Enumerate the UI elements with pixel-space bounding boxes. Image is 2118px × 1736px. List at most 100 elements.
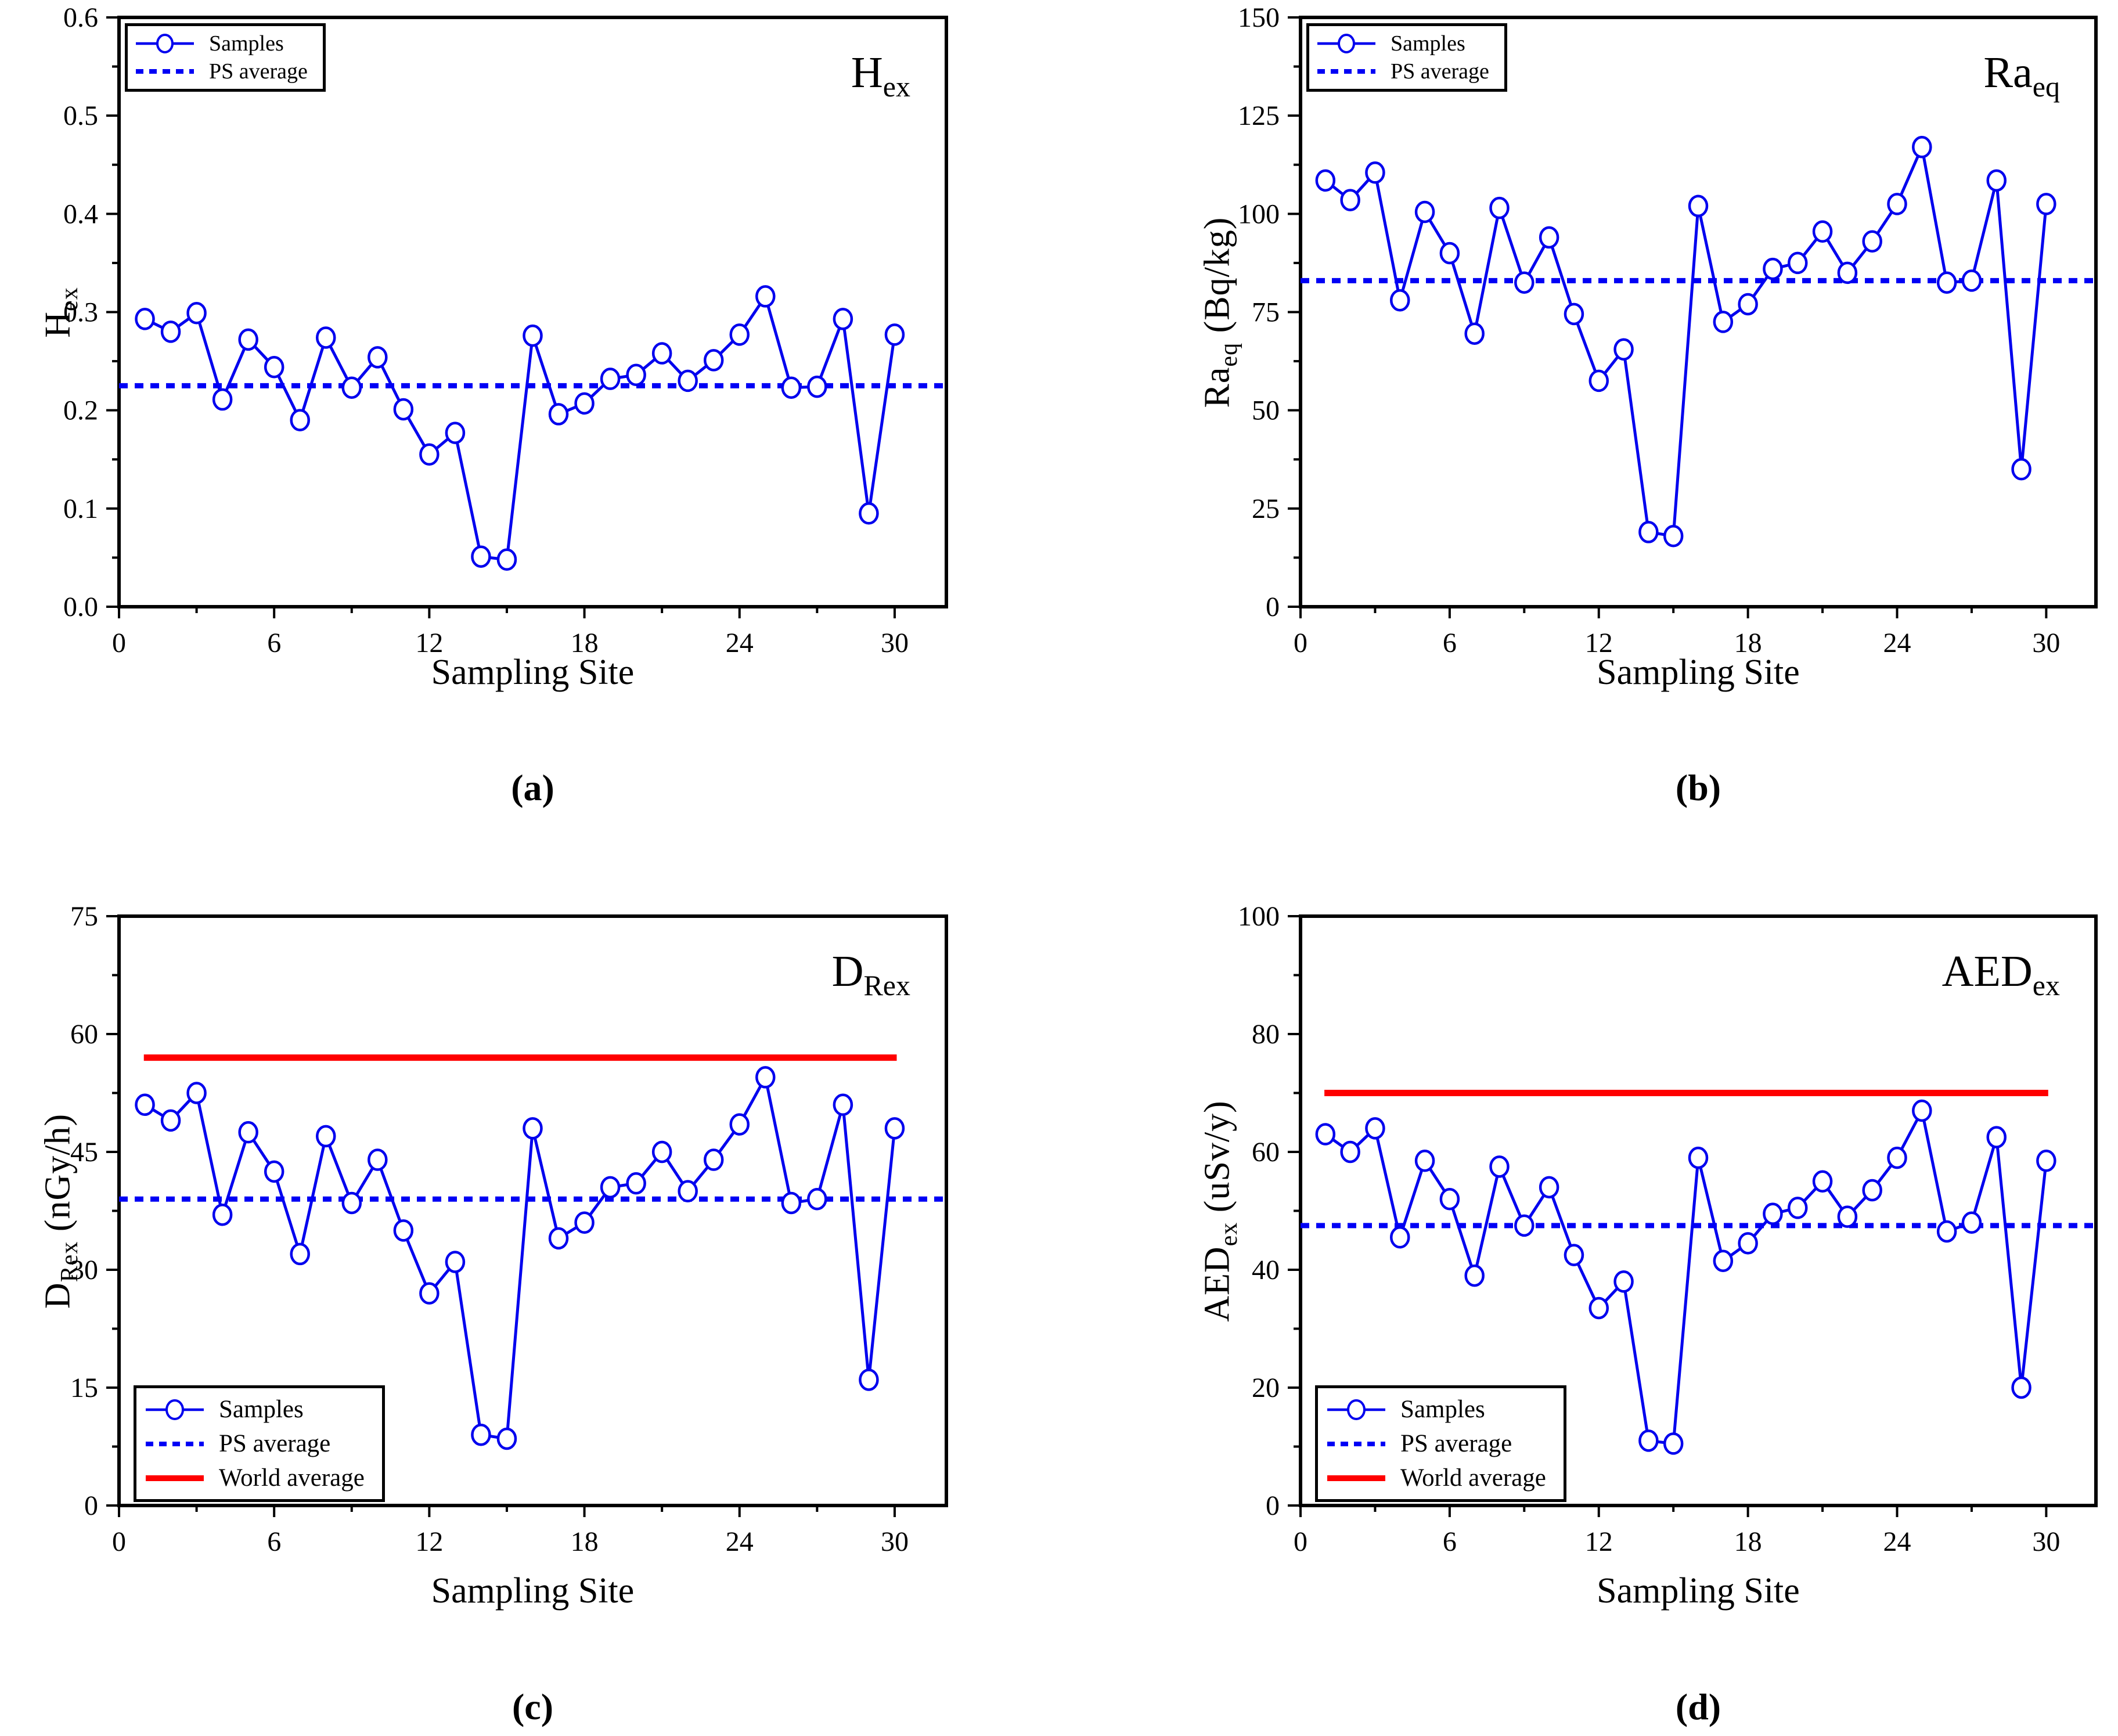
sample-marker — [1390, 289, 1410, 312]
legend-label-ps-average: PS average — [1391, 59, 1489, 84]
x-tick-label: 30 — [2032, 628, 2060, 658]
y-axis-title-sub: ex — [1215, 1222, 1242, 1247]
chart-c: 0 15 30 45 60 75 0 6 12 18 24 30 — [70, 901, 948, 1557]
panel-c: 0 15 30 45 60 75 0 6 12 18 24 30 DRex (nGy/h) DRex … — [0, 868, 1059, 1736]
panel-title: DRex — [831, 946, 910, 1000]
y-tick-label: 0.1 — [63, 494, 98, 524]
panel-caption: (b) — [1675, 767, 1721, 808]
y-tick-label: 20 — [1252, 1373, 1280, 1403]
panel-title-main: AED — [1941, 947, 2033, 996]
legend: Samples PS average World average — [1315, 1385, 1566, 1502]
y-tick-label: 80 — [1252, 1019, 1280, 1050]
y-tick-label: 25 — [1252, 494, 1280, 524]
sample-marker — [290, 409, 310, 431]
sample-marker — [651, 1140, 672, 1164]
sample-marker — [1588, 369, 1609, 392]
panel-caption: (a) — [511, 767, 554, 808]
sample-marker — [316, 1125, 336, 1148]
y-axis-title-main: AED — [1197, 1246, 1237, 1322]
dotted-line-icon — [136, 69, 194, 74]
sample-marker — [781, 1191, 802, 1215]
y-axis-title-sub: Rex — [56, 1241, 83, 1283]
y-axis-title-unit: (Bq/kg) — [1197, 217, 1237, 343]
sample-marker — [212, 1204, 233, 1226]
plot-frame — [1299, 16, 2098, 608]
legend-item-world-average: World average — [146, 1464, 365, 1492]
legend-label-samples: Samples — [219, 1396, 304, 1423]
x-tick-label: 18 — [1734, 628, 1762, 658]
sample-marker — [1613, 338, 1634, 361]
sample-marker — [1763, 257, 1783, 280]
dotted-line-icon — [146, 1441, 204, 1446]
x-tick-label: 12 — [415, 628, 443, 658]
x-tick-label: 12 — [415, 1526, 443, 1557]
sample-marker — [445, 1251, 466, 1273]
y-tick-label: 60 — [70, 1019, 98, 1050]
sample-marker — [238, 1121, 258, 1144]
sample-marker — [1688, 195, 1709, 218]
panel-title-sub: eq — [2032, 70, 2060, 103]
y-axis-title: Hex — [38, 287, 83, 337]
sample-marker — [264, 1160, 284, 1183]
x-tick-label: 24 — [1883, 1526, 1911, 1557]
sample-marker — [859, 1368, 879, 1391]
sample-marker — [160, 320, 181, 343]
x-axis-title: Sampling Site — [1597, 1571, 1800, 1611]
sample-marker — [419, 1282, 440, 1305]
sample-marker — [1986, 1126, 2007, 1148]
sample-marker — [600, 368, 621, 390]
sample-marker — [496, 548, 517, 571]
panel-b: 0 25 50 75 100 125 150 0 6 12 18 24 30 Raeq (Bq/kg) … — [1059, 0, 2118, 868]
panel-d: 0 20 40 60 80 100 0 6 12 18 24 30 AEDex (uSv/y) AED… — [1059, 868, 2118, 1736]
x-tick-label: 18 — [1734, 1526, 1762, 1557]
y-axis-title-main: Ra — [1197, 366, 1237, 408]
panel-caption: (d) — [1675, 1686, 1721, 1727]
legend-item-samples: Samples — [1327, 1395, 1546, 1424]
sample-marker — [1788, 251, 1808, 275]
sample-marker — [523, 324, 543, 347]
dotted-line-icon — [1327, 1441, 1385, 1446]
sample-marker — [884, 323, 905, 346]
samples-line — [1324, 142, 2048, 538]
x-tick-label: 18 — [571, 1526, 599, 1557]
sample-marker — [807, 1187, 827, 1211]
x-tick-label: 6 — [1443, 1526, 1457, 1557]
legend: Samples PS average — [125, 23, 326, 92]
sample-marker — [1315, 169, 1336, 192]
sample-marker — [1887, 193, 1907, 215]
sample-marker — [1763, 1202, 1783, 1225]
panel-title-main: H — [851, 48, 883, 97]
panel-title: Hex — [851, 48, 910, 101]
y-tick-label: 0 — [1266, 592, 1280, 622]
legend-label-ps-average: PS average — [209, 59, 308, 84]
panel-title-main: D — [831, 947, 864, 996]
sample-marker — [1464, 1264, 1485, 1287]
y-tick-label: 0 — [1266, 1490, 1280, 1521]
legend-label-world-average: World average — [1400, 1464, 1546, 1492]
y-tick-label: 60 — [1252, 1137, 1280, 1168]
sample-marker — [678, 1180, 698, 1202]
sample-marker — [1439, 242, 1460, 265]
sample-marker — [496, 1427, 517, 1450]
y-axis-title: DRex (nGy/h) — [38, 1114, 83, 1309]
y-tick-label: 75 — [70, 901, 98, 932]
legend-label-world-average: World average — [219, 1464, 365, 1492]
y-tick-label: 0 — [84, 1490, 98, 1521]
sample-marker — [1887, 1146, 1907, 1169]
sample-marker — [678, 369, 698, 392]
sample-marker — [755, 1066, 776, 1089]
sample-marker — [1986, 169, 2007, 192]
sample-marker — [471, 545, 491, 568]
sample-marker — [1514, 1214, 1535, 1237]
x-tick-label: 30 — [2032, 1526, 2060, 1557]
sample-marker — [833, 308, 853, 330]
sample-marker — [1738, 1232, 1758, 1255]
sample-marker — [859, 502, 879, 525]
sample-marker — [160, 1109, 181, 1132]
sample-marker — [1688, 1146, 1709, 1169]
sample-marker — [1862, 1179, 1882, 1202]
legend-item-ps-average: PS average — [1327, 1429, 1546, 1458]
legend-item-samples: Samples — [146, 1395, 365, 1424]
samples-line-icon — [146, 1399, 204, 1420]
y-tick-label: 0.3 — [63, 297, 98, 328]
